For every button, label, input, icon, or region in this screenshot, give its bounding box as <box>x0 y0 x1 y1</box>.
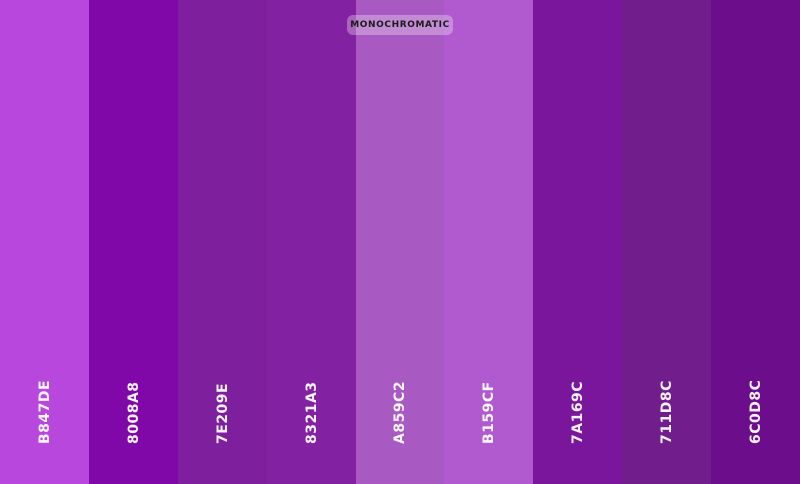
swatch-hex-label: 8008A8 <box>125 381 142 444</box>
swatch-hex-label: 7E209E <box>214 382 231 444</box>
swatch-hex-label: A859C2 <box>392 380 408 444</box>
color-swatch-8[interactable]: 711D8C <box>622 0 711 484</box>
swatch-hex-label: B159CF <box>480 381 497 444</box>
swatch-hex-label: 711D8C <box>658 380 675 444</box>
palette-type-badge: MONOCHROMATIC <box>347 15 453 35</box>
swatch-hex-label: 8321A3 <box>303 381 320 444</box>
color-swatch-6[interactable]: B159CF <box>444 0 533 484</box>
color-swatch-2[interactable]: 8008A8 <box>89 0 178 484</box>
color-swatch-5[interactable]: A859C2 <box>356 0 444 484</box>
color-swatch-1[interactable]: B847DE <box>0 0 89 484</box>
swatch-hex-label: 7A169C <box>569 380 586 444</box>
swatch-hex-label: B847DE <box>36 379 53 444</box>
color-swatch-9[interactable]: 6C0D8C <box>711 0 800 484</box>
color-swatch-7[interactable]: 7A169C <box>533 0 622 484</box>
color-swatch-3[interactable]: 7E209E <box>178 0 267 484</box>
color-swatch-4[interactable]: 8321A3 <box>267 0 356 484</box>
swatch-hex-label: 6C0D8C <box>747 379 764 444</box>
